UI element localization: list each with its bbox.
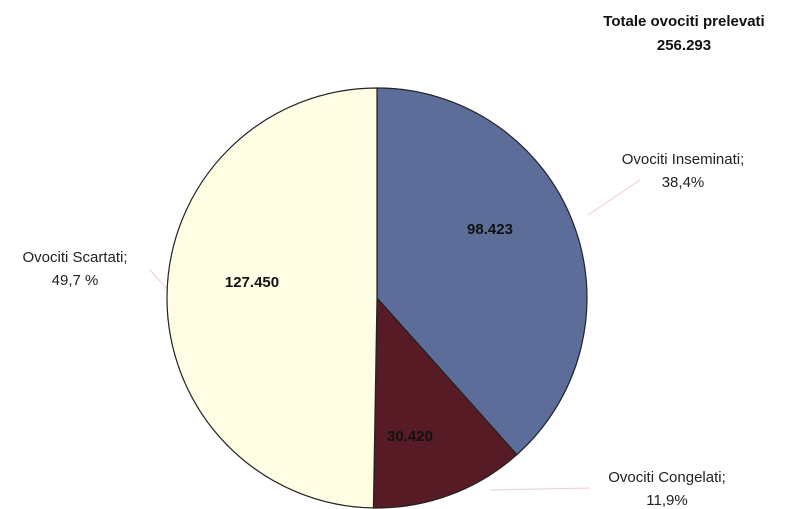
leader-line (489, 487, 591, 491)
value-label: 98.423 (467, 221, 513, 238)
chart-subtitle: 256.293 (657, 37, 711, 54)
leader-lines (149, 179, 641, 491)
pie-slice (166, 87, 378, 509)
value-label: 30.420 (387, 428, 433, 445)
leader-line (587, 179, 641, 216)
percent-label: 49,7 % (52, 272, 99, 289)
percent-label: 11,9% (646, 492, 687, 509)
chart-title: Totale ovociti prelevati (603, 13, 764, 30)
value-label: 127.450 (225, 274, 279, 291)
category-label: Ovociti Inseminati; (622, 151, 745, 168)
leader-line (149, 269, 169, 291)
category-label: Ovociti Scartati; (22, 249, 127, 266)
percent-label: 38,4% (662, 174, 705, 191)
pie-slice (376, 87, 588, 456)
pie-slice (372, 296, 518, 509)
category-label: Ovociti Congelati; (608, 469, 726, 486)
